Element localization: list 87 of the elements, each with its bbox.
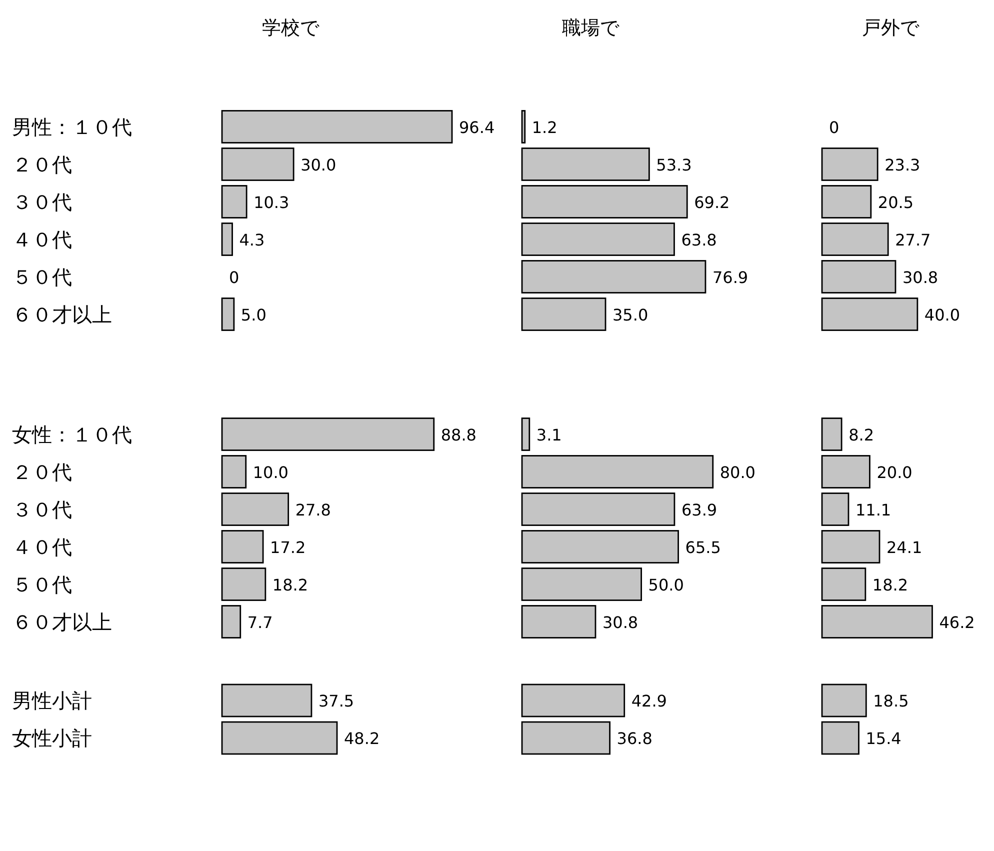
bar bbox=[221, 492, 290, 526]
data-label: 10.0 bbox=[252, 462, 288, 482]
bar bbox=[521, 110, 526, 144]
data-label: 20.5 bbox=[878, 192, 914, 212]
data-label: 80.0 bbox=[720, 462, 756, 482]
bar bbox=[221, 110, 453, 144]
data-label: 69.2 bbox=[694, 192, 730, 212]
data-label: 8.2 bbox=[848, 425, 874, 444]
y-tick-label: ２０代 bbox=[12, 460, 72, 484]
y-tick-label: ６０才以上 bbox=[12, 610, 112, 634]
bar bbox=[821, 605, 933, 638]
bar bbox=[221, 684, 312, 718]
bar bbox=[521, 222, 675, 256]
bar bbox=[821, 185, 872, 218]
data-label: 48.2 bbox=[344, 729, 380, 748]
data-label: 42.9 bbox=[631, 692, 667, 710]
data-label: 63.9 bbox=[681, 500, 718, 520]
bar bbox=[521, 530, 679, 564]
data-label: 40.0 bbox=[924, 305, 960, 324]
y-tick-label: ４０代 bbox=[12, 227, 72, 252]
data-label: 10.3 bbox=[254, 192, 290, 212]
data-label: 88.8 bbox=[440, 425, 476, 444]
bar bbox=[221, 568, 266, 601]
data-label: 24.1 bbox=[886, 538, 922, 557]
data-label: 18.2 bbox=[272, 575, 308, 594]
chart-title: 戸外で bbox=[862, 17, 920, 39]
data-label: 15.4 bbox=[866, 729, 902, 748]
data-label: 3.1 bbox=[536, 425, 562, 444]
data-label: 0 bbox=[829, 118, 840, 137]
y-tick-label: 女性小計 bbox=[12, 726, 92, 750]
data-label: 36.8 bbox=[616, 729, 652, 748]
data-label: 17.2 bbox=[270, 538, 306, 557]
data-label: 20.0 bbox=[876, 462, 912, 482]
data-label: 18.2 bbox=[872, 575, 908, 594]
data-label: 1.2 bbox=[532, 118, 558, 137]
data-label: 18.5 bbox=[873, 692, 909, 710]
bar bbox=[221, 530, 264, 564]
data-label: 96.4 bbox=[459, 118, 495, 137]
bar bbox=[221, 721, 338, 755]
bar bbox=[221, 222, 233, 256]
data-label: 53.3 bbox=[656, 155, 692, 174]
bar bbox=[521, 568, 642, 601]
data-label: 76.9 bbox=[712, 268, 748, 287]
y-tick-label: ５０代 bbox=[12, 264, 72, 289]
data-label: 23.3 bbox=[884, 155, 920, 174]
data-label: 37.5 bbox=[318, 692, 354, 710]
data-label: 46.2 bbox=[939, 612, 975, 632]
bar bbox=[521, 684, 626, 718]
bar bbox=[821, 568, 866, 601]
y-tick-label: ５０代 bbox=[12, 572, 72, 596]
bar bbox=[821, 492, 850, 526]
y-tick-label: 女性：１０代 bbox=[12, 422, 132, 446]
bar bbox=[821, 530, 880, 564]
data-label: 35.0 bbox=[612, 305, 648, 324]
bar bbox=[821, 684, 867, 718]
bar bbox=[521, 721, 610, 755]
data-label: 5.0 bbox=[240, 305, 266, 324]
data-label: 27.8 bbox=[295, 500, 331, 520]
y-tick-label: ４０代 bbox=[12, 534, 72, 559]
bar bbox=[521, 185, 688, 218]
bar bbox=[521, 492, 676, 526]
data-label: 50.0 bbox=[648, 575, 684, 594]
data-label: 7.7 bbox=[247, 612, 273, 632]
y-tick-label: 男性：１０代 bbox=[12, 114, 132, 139]
data-label: 11.1 bbox=[855, 500, 892, 520]
chart-title: 学校で bbox=[262, 17, 320, 39]
data-label: 63.8 bbox=[681, 230, 717, 250]
bar bbox=[221, 185, 248, 218]
y-tick-label: 男性小計 bbox=[12, 688, 92, 712]
data-label: 30.0 bbox=[300, 155, 336, 174]
y-tick-label: ３０代 bbox=[12, 497, 72, 522]
y-tick-label: ２０代 bbox=[12, 152, 72, 176]
data-label: 0 bbox=[229, 268, 240, 287]
bar bbox=[221, 148, 294, 181]
data-label: 4.3 bbox=[239, 230, 265, 250]
bar bbox=[521, 605, 596, 638]
bar bbox=[521, 148, 650, 181]
bar bbox=[821, 721, 860, 755]
y-tick-label: ６０才以上 bbox=[12, 302, 112, 326]
data-label: 65.5 bbox=[685, 538, 721, 557]
y-tick-label: ３０代 bbox=[12, 190, 72, 214]
bar bbox=[821, 222, 889, 256]
chart-title: 職場で bbox=[562, 17, 620, 39]
bar bbox=[821, 148, 878, 181]
data-label: 30.8 bbox=[602, 612, 638, 632]
data-label: 27.7 bbox=[895, 230, 931, 250]
data-label: 30.8 bbox=[902, 268, 938, 287]
